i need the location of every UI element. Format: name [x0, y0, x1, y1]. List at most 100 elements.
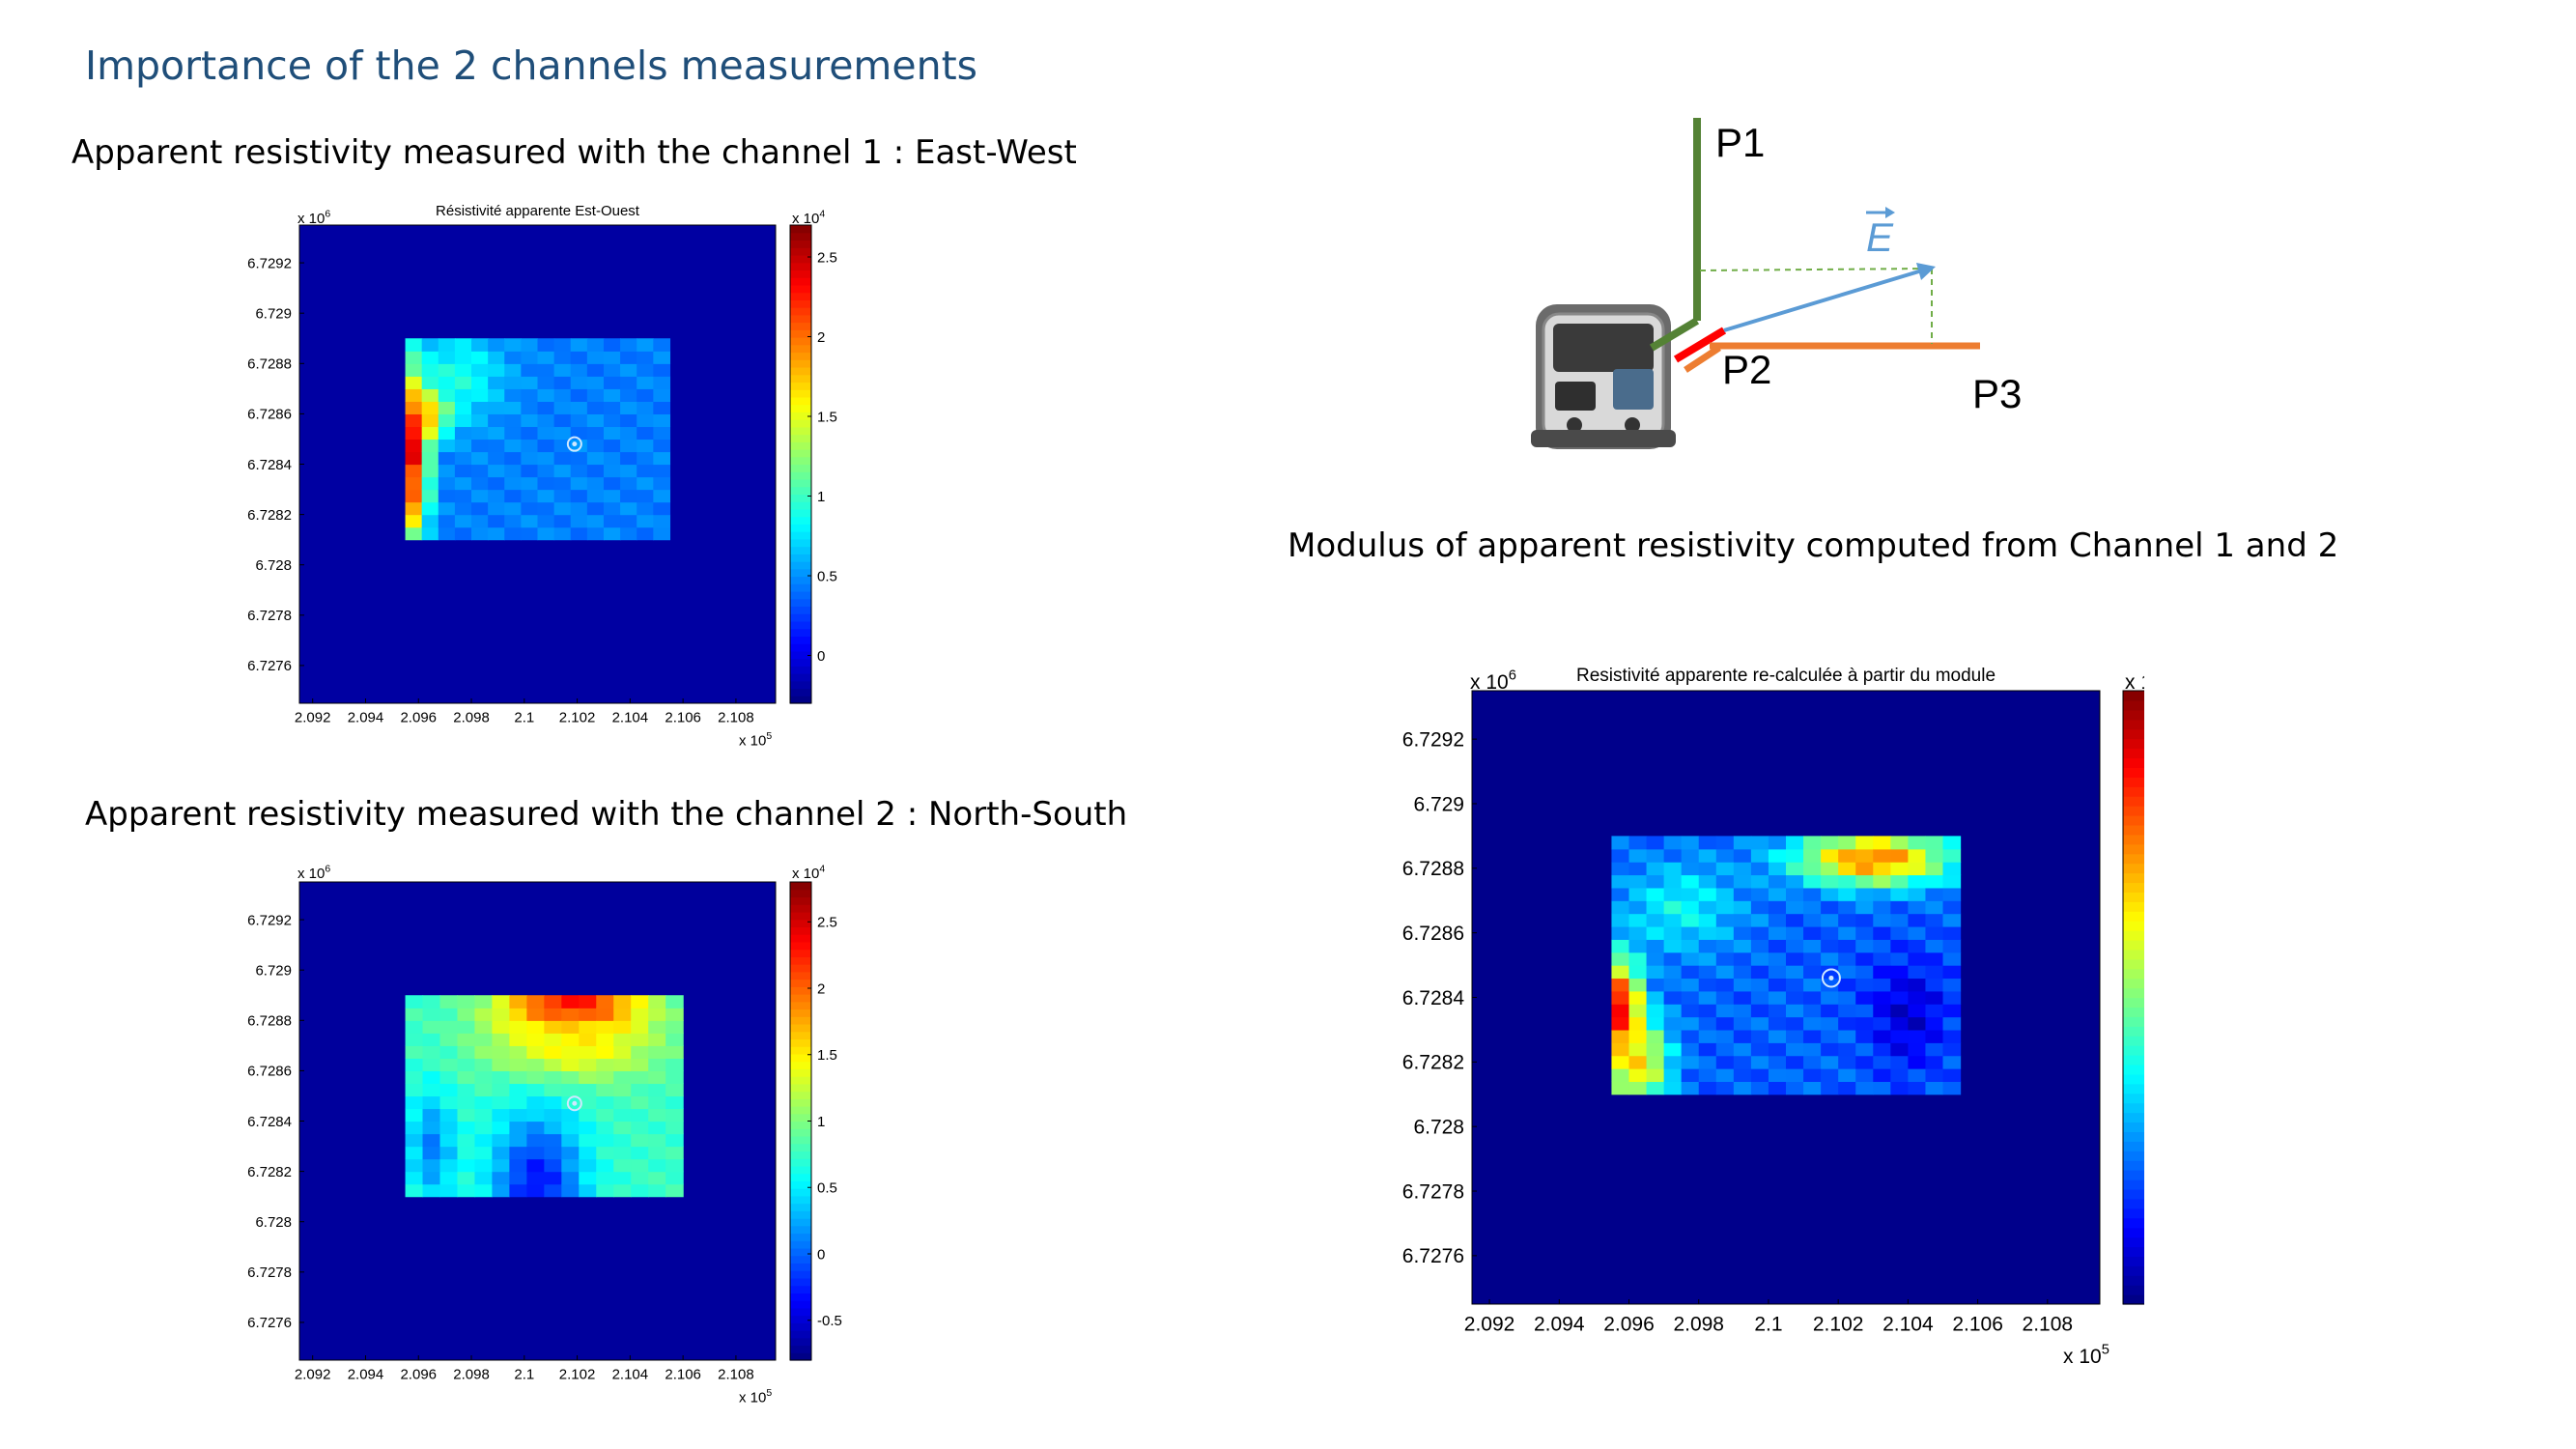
heatmap-cell	[613, 1146, 632, 1160]
heatmap-cell	[492, 1008, 510, 1021]
y-tick-label: 6.728	[255, 1214, 292, 1231]
heatmap-cell	[1925, 848, 1944, 863]
heatmap-cell	[596, 1008, 614, 1021]
heatmap-cell	[561, 1133, 580, 1148]
heatmap-cell	[544, 1158, 562, 1173]
colorbar-segment	[2123, 987, 2144, 999]
heatmap-cell	[553, 451, 572, 466]
heatmap-cell	[421, 338, 439, 352]
station-marker-dot	[572, 1100, 578, 1106]
colorbar-segment	[790, 389, 811, 398]
colorbar-segment	[790, 1113, 811, 1122]
heatmap-cell	[570, 426, 588, 440]
heatmap-cell	[504, 514, 522, 528]
heatmap-cell	[1925, 887, 1944, 901]
colorbar-segment	[790, 1210, 811, 1219]
heatmap-cell	[1750, 913, 1769, 927]
colorbar-segment	[2123, 824, 2144, 836]
heatmap-cell	[537, 338, 555, 352]
chart-title: Resistivité apparente re-calculée à part…	[1576, 666, 1996, 686]
colorbar-segment	[790, 538, 811, 548]
heatmap-cell	[422, 1008, 441, 1021]
heatmap-cell	[1733, 1055, 1752, 1069]
heatmap-cell	[665, 1108, 684, 1122]
heatmap-cell	[1908, 925, 1927, 940]
heatmap-cell	[1786, 1068, 1804, 1082]
colorbar-segment	[790, 949, 811, 957]
heatmap-cell	[457, 1083, 476, 1097]
heatmap-cell	[553, 388, 572, 402]
heatmap-cell	[421, 501, 439, 516]
heatmap-cell	[1873, 939, 1891, 953]
heatmap-cell	[1908, 874, 1927, 889]
heatmap-cell	[653, 338, 671, 352]
heatmap-cell	[648, 1095, 666, 1110]
heatmap-cell	[438, 376, 456, 389]
heatmap-cell	[488, 338, 505, 352]
heatmap-cell	[488, 426, 505, 440]
heatmap-cell	[438, 464, 456, 478]
x-tick-label: 2.102	[559, 1367, 596, 1383]
colorbar-segment	[790, 889, 811, 898]
heatmap-cell	[1698, 1042, 1717, 1057]
heatmap-cell	[1768, 1081, 1787, 1095]
heatmap-cell	[1873, 1042, 1891, 1057]
heatmap-cell	[1646, 1016, 1665, 1031]
heatmap-cell	[1908, 1042, 1927, 1057]
heatmap-cell	[421, 413, 439, 428]
x-axis-multiplier: x 105	[739, 1387, 772, 1406]
heatmap-cell	[1803, 848, 1822, 863]
x-tick-label: 2.094	[348, 1367, 384, 1383]
heatmap-cell	[457, 1008, 476, 1021]
heatmap-cell	[1611, 1042, 1630, 1057]
heatmap-cell	[471, 426, 489, 440]
heatmap-cell	[1873, 836, 1891, 850]
heatmap-cell	[509, 1083, 527, 1097]
heatmap-cell	[471, 489, 489, 503]
heatmap-cell	[1890, 836, 1909, 850]
heatmap-cell	[613, 1171, 632, 1185]
heatmap-cell	[1803, 913, 1822, 927]
heatmap-cell	[422, 995, 441, 1009]
heatmap-cell	[1838, 913, 1856, 927]
colorbar-segment	[790, 636, 811, 644]
heatmap-cell	[1873, 978, 1891, 992]
heatmap-cell	[631, 1095, 649, 1110]
heatmap-cell	[1611, 836, 1630, 850]
heatmap-cell	[422, 1070, 441, 1085]
colorbar-tick-label: 2.5	[817, 249, 837, 266]
heatmap-cell	[553, 489, 572, 503]
heatmap-cell	[603, 451, 621, 466]
colorbar-segment	[790, 396, 811, 406]
electric-field-vector	[1723, 269, 1923, 332]
heatmap-cell	[1611, 925, 1630, 940]
y-tick-label: 6.7284	[1402, 987, 1465, 1009]
heatmap-cell	[553, 401, 572, 414]
heatmap-cell	[1715, 862, 1735, 876]
heatmap-cell	[570, 451, 588, 466]
colorbar-segment	[2123, 968, 2144, 980]
heatmap-cell	[1715, 836, 1735, 850]
heatmap-cell	[1681, 1042, 1700, 1057]
heatmap-cell	[526, 1008, 545, 1021]
heatmap-cell	[471, 388, 489, 402]
colorbar-segment	[2123, 1227, 2144, 1238]
heatmap-cell	[405, 351, 423, 364]
heatmap-cell	[405, 451, 423, 466]
heatmap-cell	[1908, 939, 1927, 953]
heatmap-cell	[1611, 1068, 1630, 1082]
colorbar-segment	[2123, 1122, 2144, 1133]
heatmap-cell	[1873, 862, 1891, 876]
colorbar-segment	[790, 561, 811, 570]
heatmap-cell	[1733, 1081, 1752, 1095]
colorbar-segment	[2123, 1112, 2144, 1123]
heatmap-cell	[1611, 887, 1630, 901]
colorbar-segment	[790, 352, 811, 360]
heatmap-cell	[457, 1108, 476, 1122]
heatmap-cell	[457, 1045, 476, 1059]
heatmap-cell	[454, 514, 472, 528]
heatmap-cell	[1942, 913, 1962, 927]
heatmap-cell	[544, 1020, 562, 1034]
heatmap-cell	[488, 439, 505, 453]
heatmap-cell	[405, 1158, 424, 1173]
